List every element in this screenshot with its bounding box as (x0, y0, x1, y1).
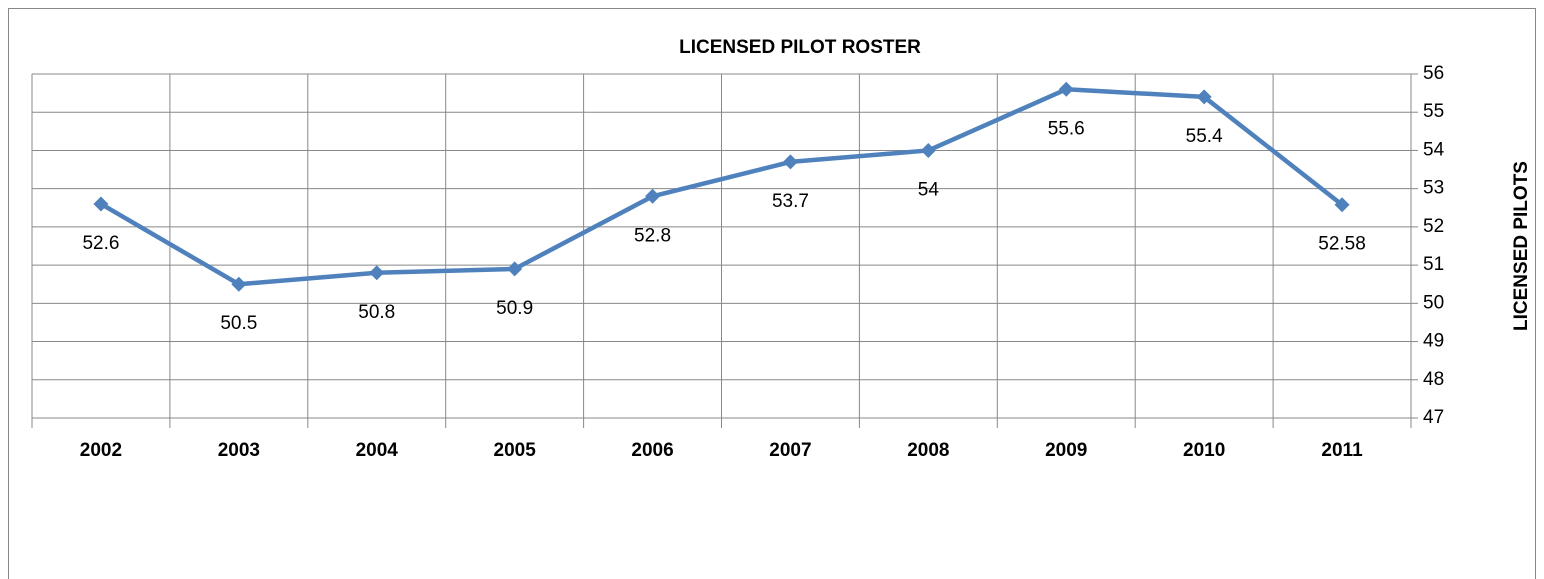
chart-title: LICENSED PILOT ROSTER (679, 37, 921, 58)
x-tick-label: 2009 (1045, 440, 1087, 461)
y-tick-label: 49 (1423, 331, 1444, 352)
point-marker (645, 188, 661, 204)
y-tick-label: 50 (1423, 292, 1444, 313)
y-tick-label: 48 (1423, 369, 1444, 390)
point-marker (1058, 81, 1074, 97)
x-tick-label: 2010 (1183, 440, 1225, 461)
point-marker (369, 265, 385, 281)
y-tick-label: 54 (1423, 139, 1445, 160)
data-label: 50.9 (496, 298, 533, 319)
point-marker (231, 276, 247, 292)
data-label: 50.8 (358, 302, 395, 323)
x-tick-label: 2005 (494, 440, 537, 461)
point-marker (93, 196, 109, 212)
x-tick-label: 2008 (907, 440, 949, 461)
point-marker (1334, 197, 1350, 213)
y-tick-label: 52 (1423, 216, 1444, 237)
x-tick-label: 2003 (218, 440, 260, 461)
x-tick-label: 2006 (631, 440, 673, 461)
data-label: 54 (918, 179, 940, 200)
y-tick-label: 51 (1423, 254, 1444, 275)
y-tick-label: 47 (1423, 407, 1444, 428)
data-label: 52.8 (634, 225, 671, 246)
y-tick-label: 55 (1423, 101, 1444, 122)
point-marker (507, 261, 523, 277)
data-label: 52.58 (1318, 234, 1366, 255)
y-tick-label: 53 (1423, 178, 1444, 199)
point-marker (920, 142, 936, 158)
x-tick-label: 2002 (80, 440, 122, 461)
data-label: 53.7 (772, 191, 809, 212)
data-label: 55.4 (1186, 126, 1223, 147)
point-marker (782, 154, 798, 170)
chart-border (8, 8, 1536, 579)
y-axis-label: LICENSED PILOTS (1511, 161, 1532, 331)
y-tick-label: 56 (1423, 63, 1444, 84)
line (99, 87, 1344, 287)
data-label: 52.6 (82, 233, 119, 254)
x-tick-label: 2004 (356, 440, 399, 461)
data-label: 55.6 (1048, 118, 1085, 139)
point-marker (1196, 89, 1212, 105)
x-tick-label: 2007 (769, 440, 811, 461)
data-label: 50.5 (220, 313, 257, 334)
x-tick-label: 2011 (1321, 440, 1363, 461)
